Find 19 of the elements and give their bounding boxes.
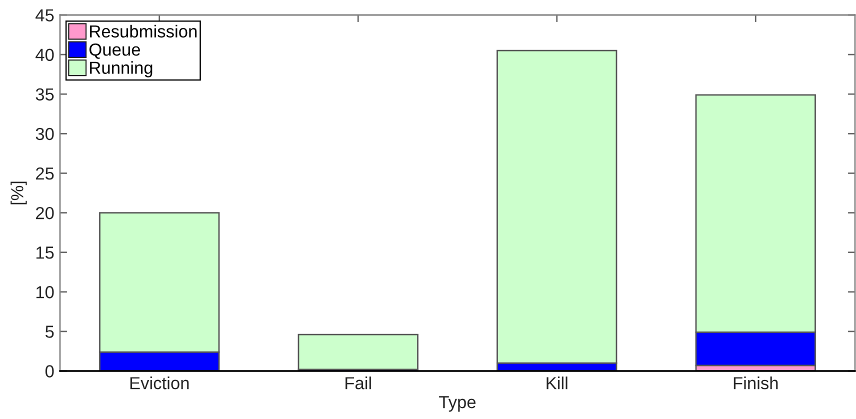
y-tick-label: 10: [36, 286, 54, 298]
y-tick-label: 20: [36, 206, 54, 220]
x-tick-label: Fail: [346, 376, 371, 390]
x-tick-label: Eviction: [130, 376, 189, 390]
y-tick-label: 30: [36, 128, 54, 140]
legend-label: Queue: [89, 43, 140, 59]
y-tick-label: 35: [36, 88, 54, 101]
y-tick-label: 40: [36, 48, 54, 62]
x-tick-label: Finish: [734, 376, 778, 390]
y-axis-title: [%]: [10, 182, 27, 204]
x-axis-title: Type: [439, 396, 476, 412]
y-tick-label: 25: [36, 167, 54, 180]
y-tick-label: 45: [36, 9, 54, 22]
y-tick-label: 0: [45, 365, 54, 378]
y-tick-label: 5: [45, 326, 54, 338]
x-tick-label: Kill: [546, 376, 568, 390]
legend-label: Running: [90, 61, 152, 78]
y-tick-label: 15: [36, 246, 54, 259]
legend-label: Resubmission: [90, 24, 197, 38]
